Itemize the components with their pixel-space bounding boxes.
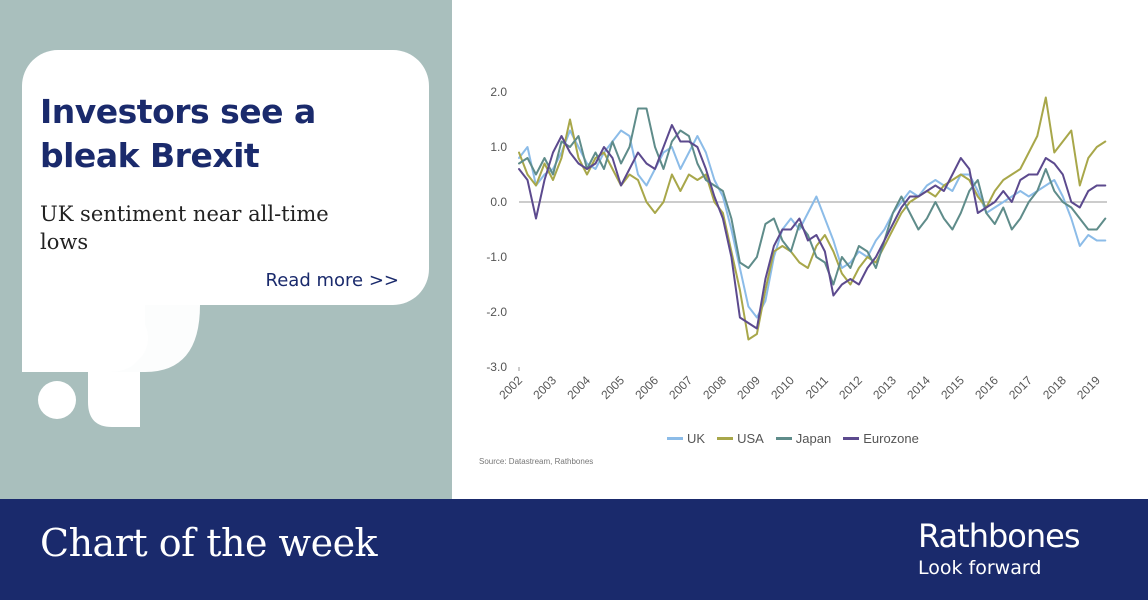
headline-card: Investors see a bleak Brexit UK sentimen… <box>22 50 429 305</box>
x-tick-label: 2012 <box>836 373 865 402</box>
legend-item-eurozone: Eurozone <box>843 431 919 446</box>
legend-item-japan: Japan <box>775 430 832 446</box>
x-tick-label: 2005 <box>598 373 627 402</box>
footer-title: Chart of the week <box>40 521 378 565</box>
y-tick-label: -1.0 <box>486 250 507 264</box>
y-tick-label: 0.0 <box>490 195 507 209</box>
x-tick-label: 2013 <box>870 373 899 402</box>
x-tick-label: 2009 <box>734 373 763 402</box>
footer-bar: Chart of the week Rathbones Look forward <box>0 499 1148 600</box>
read-more-link[interactable]: Read more >> <box>265 270 399 291</box>
legend-item-usa: USA <box>717 431 764 446</box>
x-tick-label: 2011 <box>803 373 831 401</box>
x-tick-label: 2006 <box>632 373 661 402</box>
y-tick-label: 2.0 <box>490 85 507 99</box>
legend-swatch <box>667 436 683 440</box>
legend-item-uk: UK <box>667 431 705 446</box>
subheadline: UK sentiment near all-time lows <box>40 202 329 254</box>
x-tick-label: 2018 <box>1040 373 1069 402</box>
y-tick-label: 1.0 <box>490 140 507 154</box>
brand-tagline: Look forward <box>918 557 1042 579</box>
brand-logo: Rathbones <box>918 517 1080 555</box>
x-tick-label: 2019 <box>1074 373 1103 402</box>
legend-label: Japan <box>795 430 832 446</box>
series-line-japan <box>518 107 1107 286</box>
legend-label: UK <box>687 430 706 446</box>
headline: Investors see a bleak Brexit <box>40 92 316 175</box>
chart-legend: UK USA Japan Eurozone <box>667 430 919 446</box>
decorative-shapes <box>22 305 200 427</box>
series-line-eurozone <box>518 124 1107 330</box>
series-line-usa <box>518 96 1107 341</box>
series-line-uk <box>518 129 1107 319</box>
x-tick-label: 2017 <box>1006 373 1035 402</box>
deco-dot <box>38 381 76 419</box>
deco-shape-c <box>88 372 140 427</box>
x-tick-label: 2016 <box>972 373 1001 402</box>
legend-label: USA <box>737 430 764 446</box>
deco-circle <box>88 308 148 368</box>
chart-panel: 2.0 1.0 0.0 -1.0 -2.0 -3.0 2002 2003 2004 2005 200… <box>452 0 1148 499</box>
x-tick-label: 2004 <box>564 373 593 402</box>
x-tick-label: 2010 <box>768 373 797 402</box>
legend-swatch <box>717 436 734 440</box>
chart-source: Source: Datastream, Rathbones <box>479 457 594 466</box>
y-tick-label: -2.0 <box>486 305 507 319</box>
x-tick-label: 2015 <box>938 373 967 402</box>
promo-panel: Investors see a bleak Brexit UK sentimen… <box>0 0 452 499</box>
legend-label: Eurozone <box>863 430 919 446</box>
x-tick-label: 2014 <box>904 373 933 402</box>
y-tick-label: -3.0 <box>486 360 507 374</box>
legend-swatch <box>843 436 860 440</box>
x-tick-label: 2007 <box>666 373 695 402</box>
x-tick-label: 2008 <box>700 373 729 402</box>
legend-swatch <box>775 436 792 440</box>
x-tick-label: 2002 <box>496 373 525 402</box>
x-tick-label: 2003 <box>530 373 559 402</box>
